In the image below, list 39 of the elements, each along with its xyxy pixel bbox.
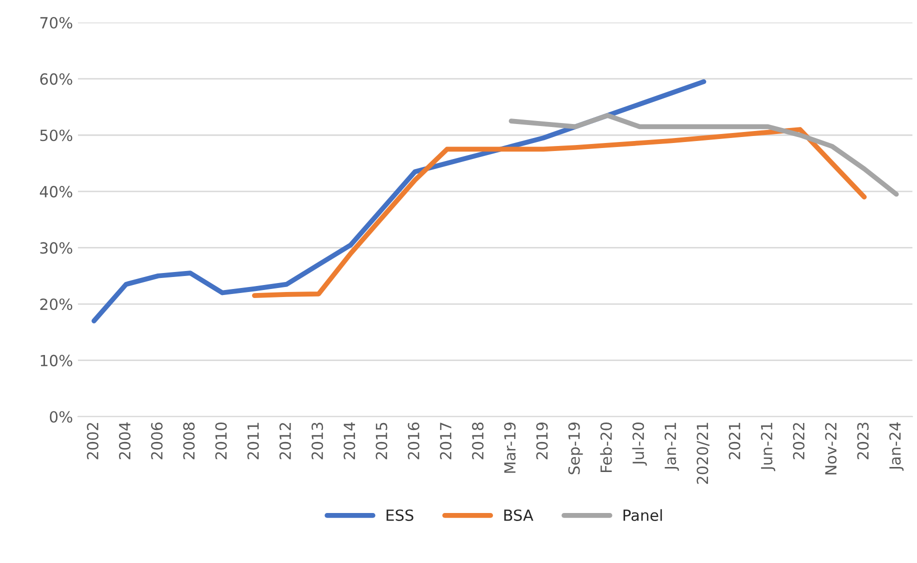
y-tick-label: 30% (40, 242, 72, 254)
x-tick-label: 2014 (344, 422, 356, 460)
y-tick-label: 0% (50, 411, 72, 423)
y-tick-label: 50% (40, 130, 72, 142)
x-tick-label: 2008 (183, 422, 195, 460)
x-tick-label: Mar-19 (504, 422, 516, 473)
x-tick-label: Jul-20 (632, 422, 647, 466)
x-tick-label: 2017 (440, 422, 452, 460)
x-tick-label: 2011 (247, 422, 259, 460)
x-tick-label: Jan-24 (889, 422, 904, 471)
line-series (252, 127, 867, 298)
legend-label: Panel (624, 509, 662, 522)
y-tick-label: 40% (40, 186, 72, 198)
y-tick-label: 20% (40, 298, 72, 310)
line-series (508, 112, 899, 197)
x-tick-label: 2002 (86, 423, 98, 460)
y-tick-label: 60% (40, 73, 72, 85)
x-tick-label: 2004 (118, 422, 131, 460)
x-tick-label: 2012 (279, 423, 291, 460)
x-tick-label: 2021 (728, 422, 740, 460)
y-tick-label: 70% (40, 16, 72, 29)
legend-label: ESS (386, 509, 414, 522)
x-tick-label: 2015 (376, 422, 388, 460)
y-tick-label: 10% (40, 354, 72, 366)
x-tick-label: 2016 (408, 422, 420, 460)
x-tick-label: Jun-21 (760, 422, 776, 472)
x-tick-label: Nov-22 (825, 423, 837, 474)
x-tick-label: 2023 (857, 422, 869, 460)
x-tick-label: 2020/21 (696, 422, 710, 484)
x-tick-label: Jan-21 (664, 422, 679, 471)
x-tick-label: 2018 (472, 422, 484, 460)
x-tick-label: Sep-19 (568, 422, 583, 474)
x-tick-label: 2013 (312, 422, 324, 460)
legend-label: BSA (504, 509, 534, 522)
x-tick-label: 2010 (215, 422, 227, 460)
x-tick-label: 2006 (151, 422, 163, 460)
x-tick-label: 2019 (536, 422, 548, 460)
x-tick-label: Feb-20 (600, 422, 612, 472)
x-tick-label: 2022 (792, 423, 805, 460)
